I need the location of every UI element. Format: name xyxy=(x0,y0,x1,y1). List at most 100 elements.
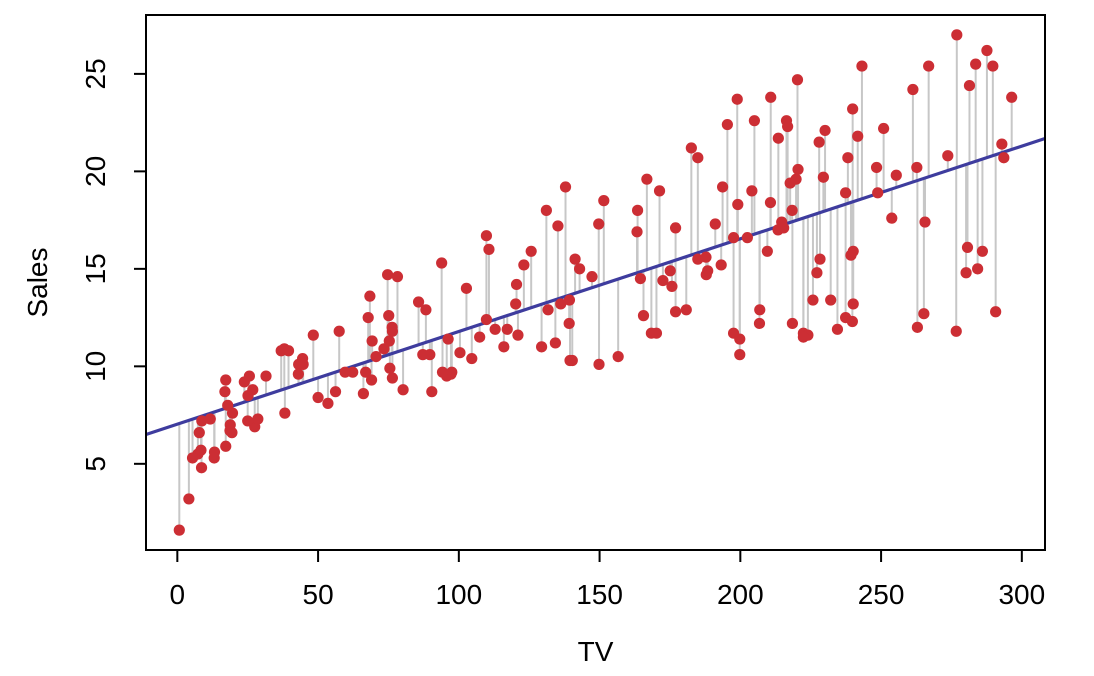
data-point xyxy=(378,343,390,355)
data-point xyxy=(510,278,523,291)
data-point xyxy=(942,150,954,162)
data-point xyxy=(831,323,844,335)
data-point xyxy=(391,271,404,283)
data-point xyxy=(573,263,586,275)
data-point xyxy=(436,366,449,378)
data-point xyxy=(847,298,859,310)
data-point xyxy=(480,313,493,326)
data-point xyxy=(911,161,923,174)
data-point xyxy=(878,122,890,135)
data-point xyxy=(631,204,644,216)
data-point xyxy=(436,257,448,269)
data-point xyxy=(247,384,259,396)
data-point xyxy=(552,220,564,232)
data-point xyxy=(641,173,653,185)
data-point xyxy=(555,298,567,310)
data-point xyxy=(292,368,304,380)
data-point xyxy=(852,130,864,142)
data-point xyxy=(518,259,530,271)
data-point xyxy=(669,222,682,234)
data-point xyxy=(173,524,185,536)
data-point xyxy=(870,161,883,174)
data-point xyxy=(542,304,554,316)
data-point xyxy=(996,138,1008,150)
x-tick-label: 50 xyxy=(303,579,334,610)
data-point xyxy=(907,83,919,96)
data-point xyxy=(483,243,495,255)
data-point xyxy=(220,440,232,452)
data-point xyxy=(260,370,272,382)
data-point xyxy=(420,304,432,316)
data-point xyxy=(731,93,743,105)
data-point xyxy=(911,321,923,333)
y-tick-label: 15 xyxy=(80,253,111,284)
data-point xyxy=(535,341,548,353)
data-point xyxy=(569,253,581,265)
data-point xyxy=(525,245,537,257)
data-point xyxy=(814,253,826,265)
data-point xyxy=(797,331,809,343)
data-point xyxy=(918,308,930,320)
data-point xyxy=(790,173,802,185)
data-point xyxy=(598,195,610,207)
data-point xyxy=(741,232,753,244)
data-point xyxy=(612,350,624,363)
data-point xyxy=(990,306,1002,318)
data-point xyxy=(357,388,370,400)
data-point xyxy=(792,163,804,176)
data-point xyxy=(786,317,799,330)
data-point xyxy=(657,274,669,287)
data-point xyxy=(951,29,963,41)
data-point xyxy=(753,317,766,330)
data-point xyxy=(791,74,804,86)
data-point xyxy=(454,347,466,359)
y-tick-label: 5 xyxy=(80,456,111,472)
data-point xyxy=(297,358,309,370)
data-point xyxy=(960,267,972,279)
data-point xyxy=(252,413,264,425)
data-point xyxy=(754,304,766,316)
data-point xyxy=(480,230,493,242)
data-point xyxy=(383,335,395,347)
data-point xyxy=(364,290,376,302)
data-point xyxy=(856,60,868,72)
data-point xyxy=(734,349,746,361)
data-point xyxy=(193,427,205,439)
data-point xyxy=(680,304,692,316)
data-point xyxy=(208,452,220,464)
data-point xyxy=(563,317,575,330)
data-point xyxy=(764,196,777,209)
data-point xyxy=(1006,91,1018,103)
data-point xyxy=(386,372,398,384)
data-point xyxy=(709,218,721,230)
data-point xyxy=(872,187,884,199)
data-point xyxy=(748,115,761,127)
data-point xyxy=(727,327,740,339)
data-point xyxy=(196,415,208,427)
data-point xyxy=(593,358,605,370)
x-tick-label: 200 xyxy=(717,579,764,610)
data-point xyxy=(715,259,727,271)
data-point xyxy=(322,397,334,409)
y-tick-label: 25 xyxy=(80,58,111,89)
data-point xyxy=(847,103,859,115)
data-point xyxy=(474,331,486,343)
data-point xyxy=(813,136,825,148)
data-point xyxy=(362,311,374,324)
data-point xyxy=(961,241,974,254)
data-point xyxy=(510,298,522,310)
data-point xyxy=(498,341,510,353)
data-point xyxy=(339,366,351,378)
data-point xyxy=(219,386,231,398)
data-point xyxy=(772,132,784,144)
data-point xyxy=(692,152,704,164)
x-tick-label: 300 xyxy=(998,579,1045,610)
data-point xyxy=(702,265,714,277)
data-point xyxy=(825,294,837,306)
data-point xyxy=(224,425,236,437)
data-point xyxy=(183,493,195,505)
data-point xyxy=(279,407,291,419)
y-tick-label: 20 xyxy=(80,156,111,187)
data-point xyxy=(242,415,254,427)
